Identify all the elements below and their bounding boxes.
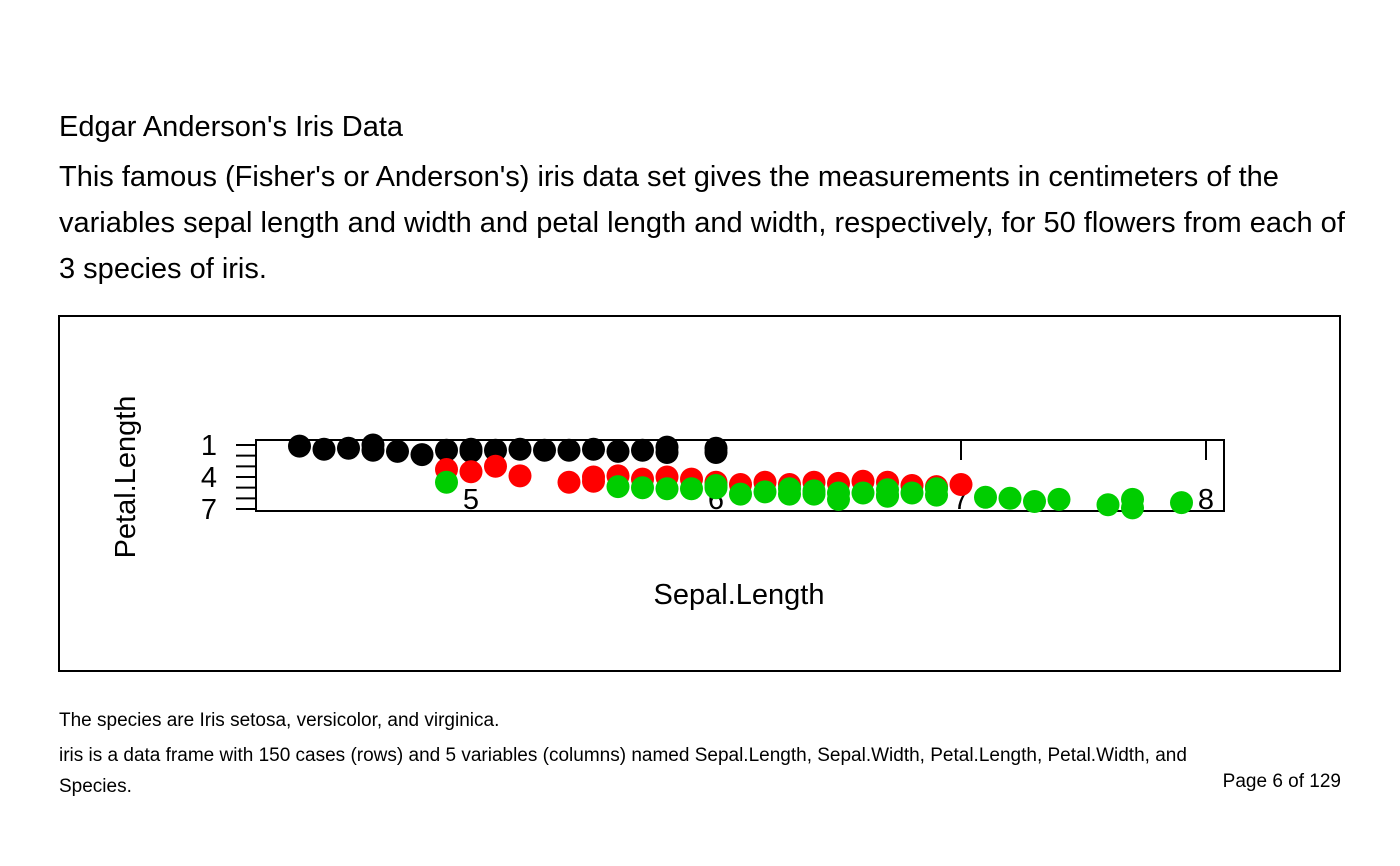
data-point — [435, 470, 458, 494]
data-point — [704, 441, 728, 464]
data-point — [288, 434, 311, 458]
data-point — [410, 443, 434, 467]
data-point — [337, 436, 360, 460]
data-point — [802, 482, 826, 506]
data-point — [778, 482, 801, 506]
data-point — [655, 477, 679, 501]
scatter-chart: 147 5 6 7 8 Sepal.Length Petal.Length — [110, 396, 1225, 611]
x-tick-label: 8 — [1198, 484, 1214, 516]
x-tick-label: 5 — [463, 484, 479, 516]
data-point — [949, 473, 973, 496]
data-point — [827, 487, 850, 511]
page-indicator: Page 6 of 129 — [1222, 771, 1341, 792]
data-point — [631, 438, 654, 462]
y-tick-label: 7 — [201, 494, 217, 526]
data-point — [974, 485, 997, 509]
y-axis-label: Petal.Length — [110, 396, 142, 559]
data-point — [557, 438, 581, 462]
data-point — [484, 438, 507, 462]
data-point — [1047, 487, 1071, 511]
data-point — [557, 470, 581, 494]
data-point — [386, 439, 409, 463]
x-axis-label: Sepal.Length — [654, 579, 825, 611]
plot-box — [255, 439, 1225, 512]
data-point — [606, 475, 630, 499]
y-tick-label: 4 — [201, 462, 217, 494]
format-note: iris is a data frame with 150 cases (row… — [59, 745, 1187, 797]
data-point — [582, 469, 605, 493]
data-point — [900, 481, 924, 505]
data-point — [704, 474, 728, 497]
data-point — [753, 480, 777, 504]
data-point — [1023, 490, 1046, 513]
data-point — [459, 460, 483, 484]
data-point — [312, 437, 336, 461]
data-point — [925, 477, 948, 501]
data-point — [459, 439, 483, 463]
data-point — [1121, 496, 1144, 520]
data-point — [876, 484, 899, 508]
data-point — [729, 482, 752, 506]
data-point — [851, 481, 875, 505]
document-description: This famous (Fisher's or Anderson's) iri… — [59, 161, 1345, 285]
points-layer — [288, 433, 1193, 520]
data-point — [508, 437, 532, 461]
y-tick-label: 1 — [201, 430, 217, 462]
data-point — [606, 439, 630, 463]
data-point — [998, 486, 1022, 510]
data-point — [484, 454, 507, 478]
data-point — [533, 438, 556, 462]
document-title: Edgar Anderson's Iris Data — [59, 111, 404, 143]
data-point — [631, 476, 654, 500]
data-point — [435, 438, 458, 462]
data-point — [582, 437, 605, 461]
data-point — [361, 433, 385, 457]
data-point — [508, 464, 532, 488]
data-point — [1170, 491, 1193, 515]
data-point — [680, 477, 703, 501]
species-note: The species are Iris setosa, versicolor,… — [59, 710, 500, 731]
data-point — [1096, 493, 1120, 517]
data-point — [655, 441, 679, 464]
